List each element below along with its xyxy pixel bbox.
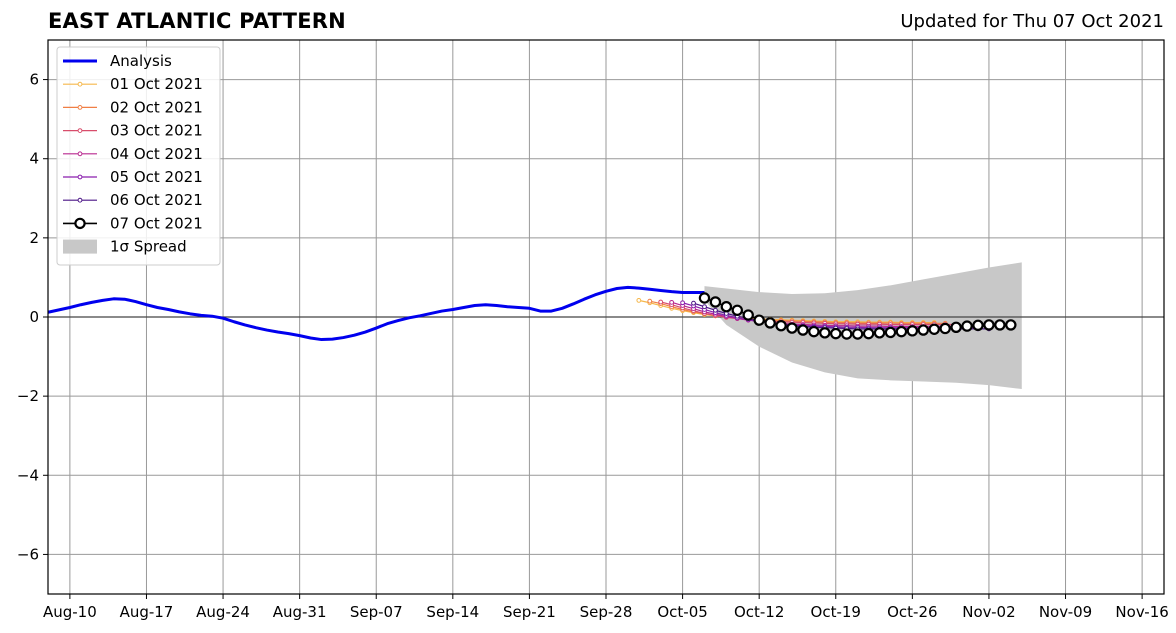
forecast-point — [698, 292, 711, 304]
forecast-point — [972, 319, 984, 332]
legend-swatch-marker — [77, 105, 83, 110]
x-tick-label: Sep-28 — [580, 603, 633, 621]
forecast-point — [862, 327, 875, 340]
forecast-point — [830, 327, 842, 340]
analysis-line — [47, 285, 705, 342]
forecast-point — [983, 319, 995, 331]
forecast-point — [647, 298, 653, 304]
forecast-point — [950, 321, 962, 333]
forecast-point — [753, 314, 765, 326]
forecast-point — [786, 322, 798, 334]
forecast-line-2 — [649, 300, 946, 324]
forecast-point — [742, 309, 754, 321]
legend-swatch-spread — [63, 239, 97, 254]
forecast-point — [917, 324, 929, 336]
y-tick-label: 4 — [29, 150, 39, 168]
forecast-point — [691, 300, 696, 306]
legend-label: 04 Oct 2021 — [110, 145, 203, 163]
x-tick-label: Sep-14 — [426, 603, 479, 621]
forecast-line-4 — [671, 301, 968, 328]
forecast-point — [680, 300, 685, 306]
y-tick-label: 6 — [29, 71, 39, 89]
legend-swatch-marker — [77, 174, 83, 180]
y-tick-label: 0 — [29, 308, 39, 326]
x-tick-label: Aug-10 — [43, 603, 97, 621]
x-tick-label: Oct-26 — [887, 603, 937, 621]
forecast-point — [658, 299, 664, 305]
y-tick-label: 2 — [29, 229, 39, 247]
forecast-point — [669, 299, 675, 305]
y-tick-label: −4 — [17, 466, 39, 484]
forecast-line-3 — [660, 301, 957, 326]
forecast-point — [939, 322, 951, 335]
legend-label: 03 Oct 2021 — [110, 122, 203, 140]
legend-swatch-marker — [77, 151, 83, 157]
forecast-point — [702, 304, 707, 310]
axis-layer: −6 −4 −2 0 2 4 6 Aug-10 Aug-17 Aug-24 Aug-31 Sep-07… — [17, 39, 1169, 621]
x-tick-label: Oct-05 — [657, 603, 707, 621]
x-tick-label: Sep-07 — [350, 603, 403, 621]
forecast-point — [720, 301, 733, 313]
legend-label: 02 Oct 2021 — [110, 98, 203, 116]
x-tick-label: Nov-16 — [1115, 603, 1168, 621]
forecast-point — [797, 324, 809, 336]
forecast-line-1 — [638, 299, 935, 324]
forecast-point — [851, 328, 864, 340]
x-tick-label: Oct-12 — [734, 603, 784, 621]
forecast-point — [961, 320, 973, 332]
forecast-point — [636, 297, 642, 303]
legend-swatch-marker — [77, 128, 83, 134]
x-tick-label: Aug-31 — [273, 603, 327, 621]
x-tick-label: Nov-02 — [962, 603, 1015, 621]
x-tick-label: Sep-21 — [503, 603, 556, 621]
x-tick-label: Nov-09 — [1039, 603, 1092, 621]
forecast-point — [731, 304, 743, 316]
forecast-point — [841, 328, 853, 340]
legend-box — [56, 46, 221, 266]
forecast-point — [775, 320, 787, 332]
forecast-point — [884, 326, 897, 339]
x-tick-label: Aug-17 — [120, 603, 174, 621]
forecast-point — [1005, 319, 1017, 331]
forecast-point — [895, 325, 908, 338]
forecast-point — [808, 325, 820, 338]
chart-title: EAST ATLANTIC PATTERN — [48, 9, 346, 33]
forecast-point — [819, 327, 831, 339]
legend-label: 05 Oct 2021 — [110, 168, 203, 186]
updated-label: Updated for Thu 07 Oct 2021 — [900, 11, 1164, 32]
forecast-point — [994, 319, 1006, 331]
legend-swatch-marker — [77, 197, 83, 203]
y-tick-label: −2 — [17, 387, 39, 405]
forecast-point — [713, 307, 718, 313]
grid-layer — [48, 40, 1164, 594]
legend-label: Analysis — [110, 52, 172, 70]
series-layer — [47, 285, 1164, 342]
legend-label: 01 Oct 2021 — [110, 75, 203, 93]
x-tick-label: Aug-24 — [196, 603, 250, 621]
forecast-point — [709, 296, 722, 308]
legend-label: 1σ Spread — [110, 238, 187, 256]
legend: Analysis 01 Oct 2021 02 Oct 2021 03 Oct 202… — [56, 46, 221, 266]
legend-swatch-marker — [74, 217, 86, 230]
y-tick-label: −6 — [17, 545, 39, 563]
legend-swatch-marker — [77, 81, 83, 87]
legend-label: 07 Oct 2021 — [110, 214, 203, 232]
forecast-point — [764, 317, 776, 329]
forecast-point — [906, 325, 919, 337]
forecast-point — [873, 327, 886, 339]
forecast-point — [928, 323, 940, 335]
legend-label: 06 Oct 2021 — [110, 191, 203, 209]
x-tick-label: Oct-19 — [811, 603, 861, 621]
